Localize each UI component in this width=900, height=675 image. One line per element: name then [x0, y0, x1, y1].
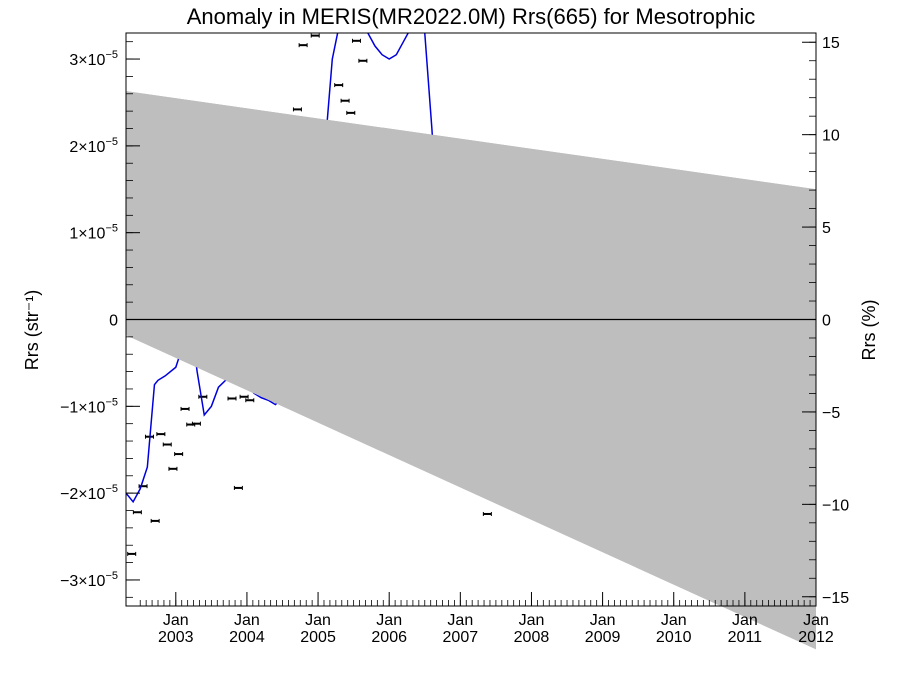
data-point — [180, 406, 190, 411]
x-tick-year: 2012 — [798, 629, 834, 646]
data-point — [168, 466, 178, 471]
data-point — [198, 394, 208, 399]
data-point — [162, 442, 172, 447]
right-tick-label: 5 — [822, 220, 831, 237]
uncertainty-band-overflow — [126, 91, 816, 650]
x-tick-month: Jan — [234, 612, 260, 629]
x-tick-year: 2008 — [514, 629, 550, 646]
data-point — [239, 394, 249, 399]
x-tick-year: 2006 — [371, 629, 407, 646]
data-point — [346, 110, 356, 115]
data-point — [227, 396, 237, 401]
data-point — [127, 551, 137, 556]
right-tick-label: 15 — [822, 35, 840, 52]
x-tick-year: 2011 — [728, 629, 763, 646]
x-tick-year: 2005 — [300, 629, 336, 646]
left-y-axis: 3×10−5 2×10−5 1×10−5 0 −1×10−5 −2×10−5 −3×10−5 — [60, 41, 140, 598]
data-point — [298, 43, 308, 48]
data-point — [132, 510, 142, 515]
right-tick-label: −5 — [822, 405, 840, 422]
data-point — [233, 485, 243, 490]
x-tick-month: Jan — [732, 612, 758, 629]
data-point — [174, 452, 184, 457]
x-tick-year: 2004 — [229, 629, 265, 646]
left-tick-label: −3×10−5 — [60, 570, 118, 590]
left-tick-label: 3×10−5 — [69, 49, 118, 69]
x-tick-month: Jan — [376, 612, 402, 629]
right-tick-label: 10 — [822, 128, 840, 145]
data-point — [358, 58, 368, 63]
data-point — [156, 432, 166, 437]
right-tick-label: −10 — [822, 497, 849, 514]
left-y-axis-label: Rrs (str⁻¹) — [22, 290, 42, 370]
data-point — [245, 398, 255, 403]
data-point — [351, 38, 361, 43]
left-tick-label: 0 — [109, 313, 118, 330]
right-y-axis-label: Rrs (%) — [859, 300, 879, 361]
x-tick-month: Jan — [590, 612, 616, 629]
left-tick-label: −2×10−5 — [60, 483, 118, 503]
x-tick-year: 2010 — [656, 629, 692, 646]
data-point — [482, 511, 492, 516]
right-y-axis: 15 10 5 0 −5 −10 −15 — [802, 35, 849, 607]
left-tick-label: −1×10−5 — [60, 396, 118, 416]
data-point — [334, 83, 344, 88]
chart-title: Anomaly in MERIS(MR2022.0M) Rrs(665) for… — [187, 4, 756, 29]
left-tick-label: 1×10−5 — [69, 223, 118, 243]
data-point — [191, 421, 201, 426]
right-tick-label: 0 — [822, 313, 831, 330]
x-tick-year: 2003 — [158, 629, 194, 646]
x-tick-month: Jan — [163, 612, 189, 629]
x-tick-year: 2009 — [585, 629, 621, 646]
x-tick-month: Jan — [803, 612, 829, 629]
data-point — [310, 33, 320, 38]
x-tick-month: Jan — [519, 612, 545, 629]
right-tick-label: −15 — [822, 590, 849, 607]
data-point — [292, 107, 302, 112]
x-tick-month: Jan — [447, 612, 473, 629]
x-tick-month: Jan — [661, 612, 687, 629]
data-point — [150, 518, 160, 523]
data-point — [340, 98, 350, 103]
x-axis: Jan2003Jan2004Jan2005Jan2006Jan2007Jan20… — [139, 592, 834, 646]
left-tick-label: 2×10−5 — [69, 136, 118, 156]
x-tick-year: 2007 — [443, 629, 479, 646]
x-tick-month: Jan — [305, 612, 331, 629]
